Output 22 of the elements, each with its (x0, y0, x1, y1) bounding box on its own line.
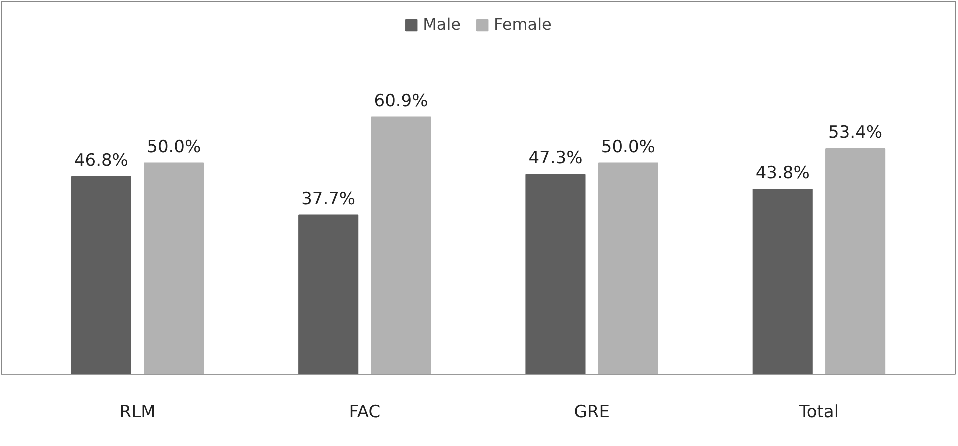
data-label: 46.8% (74, 150, 128, 171)
bar (752, 188, 813, 374)
bar (144, 162, 204, 374)
data-label: 50.0% (147, 137, 202, 158)
bar (598, 162, 658, 374)
x-tick-label: Total (798, 402, 840, 422)
data-label: 37.7% (302, 189, 356, 210)
data-label: 43.8% (756, 163, 810, 184)
x-tick-label: RLM (120, 402, 156, 422)
legend-label: Female (494, 15, 552, 34)
bar (826, 148, 886, 374)
data-label: 50.0% (601, 137, 656, 158)
x-tick-label: GRE (574, 402, 610, 422)
legend-label: Male (423, 15, 462, 34)
data-label: 60.9% (374, 91, 428, 112)
x-tick-label: FAC (349, 402, 381, 422)
data-label: 53.4% (828, 122, 883, 143)
bar (526, 174, 586, 374)
bar (371, 116, 432, 374)
bar (71, 176, 132, 374)
data-label: 47.3% (528, 148, 583, 169)
bar (298, 214, 359, 374)
